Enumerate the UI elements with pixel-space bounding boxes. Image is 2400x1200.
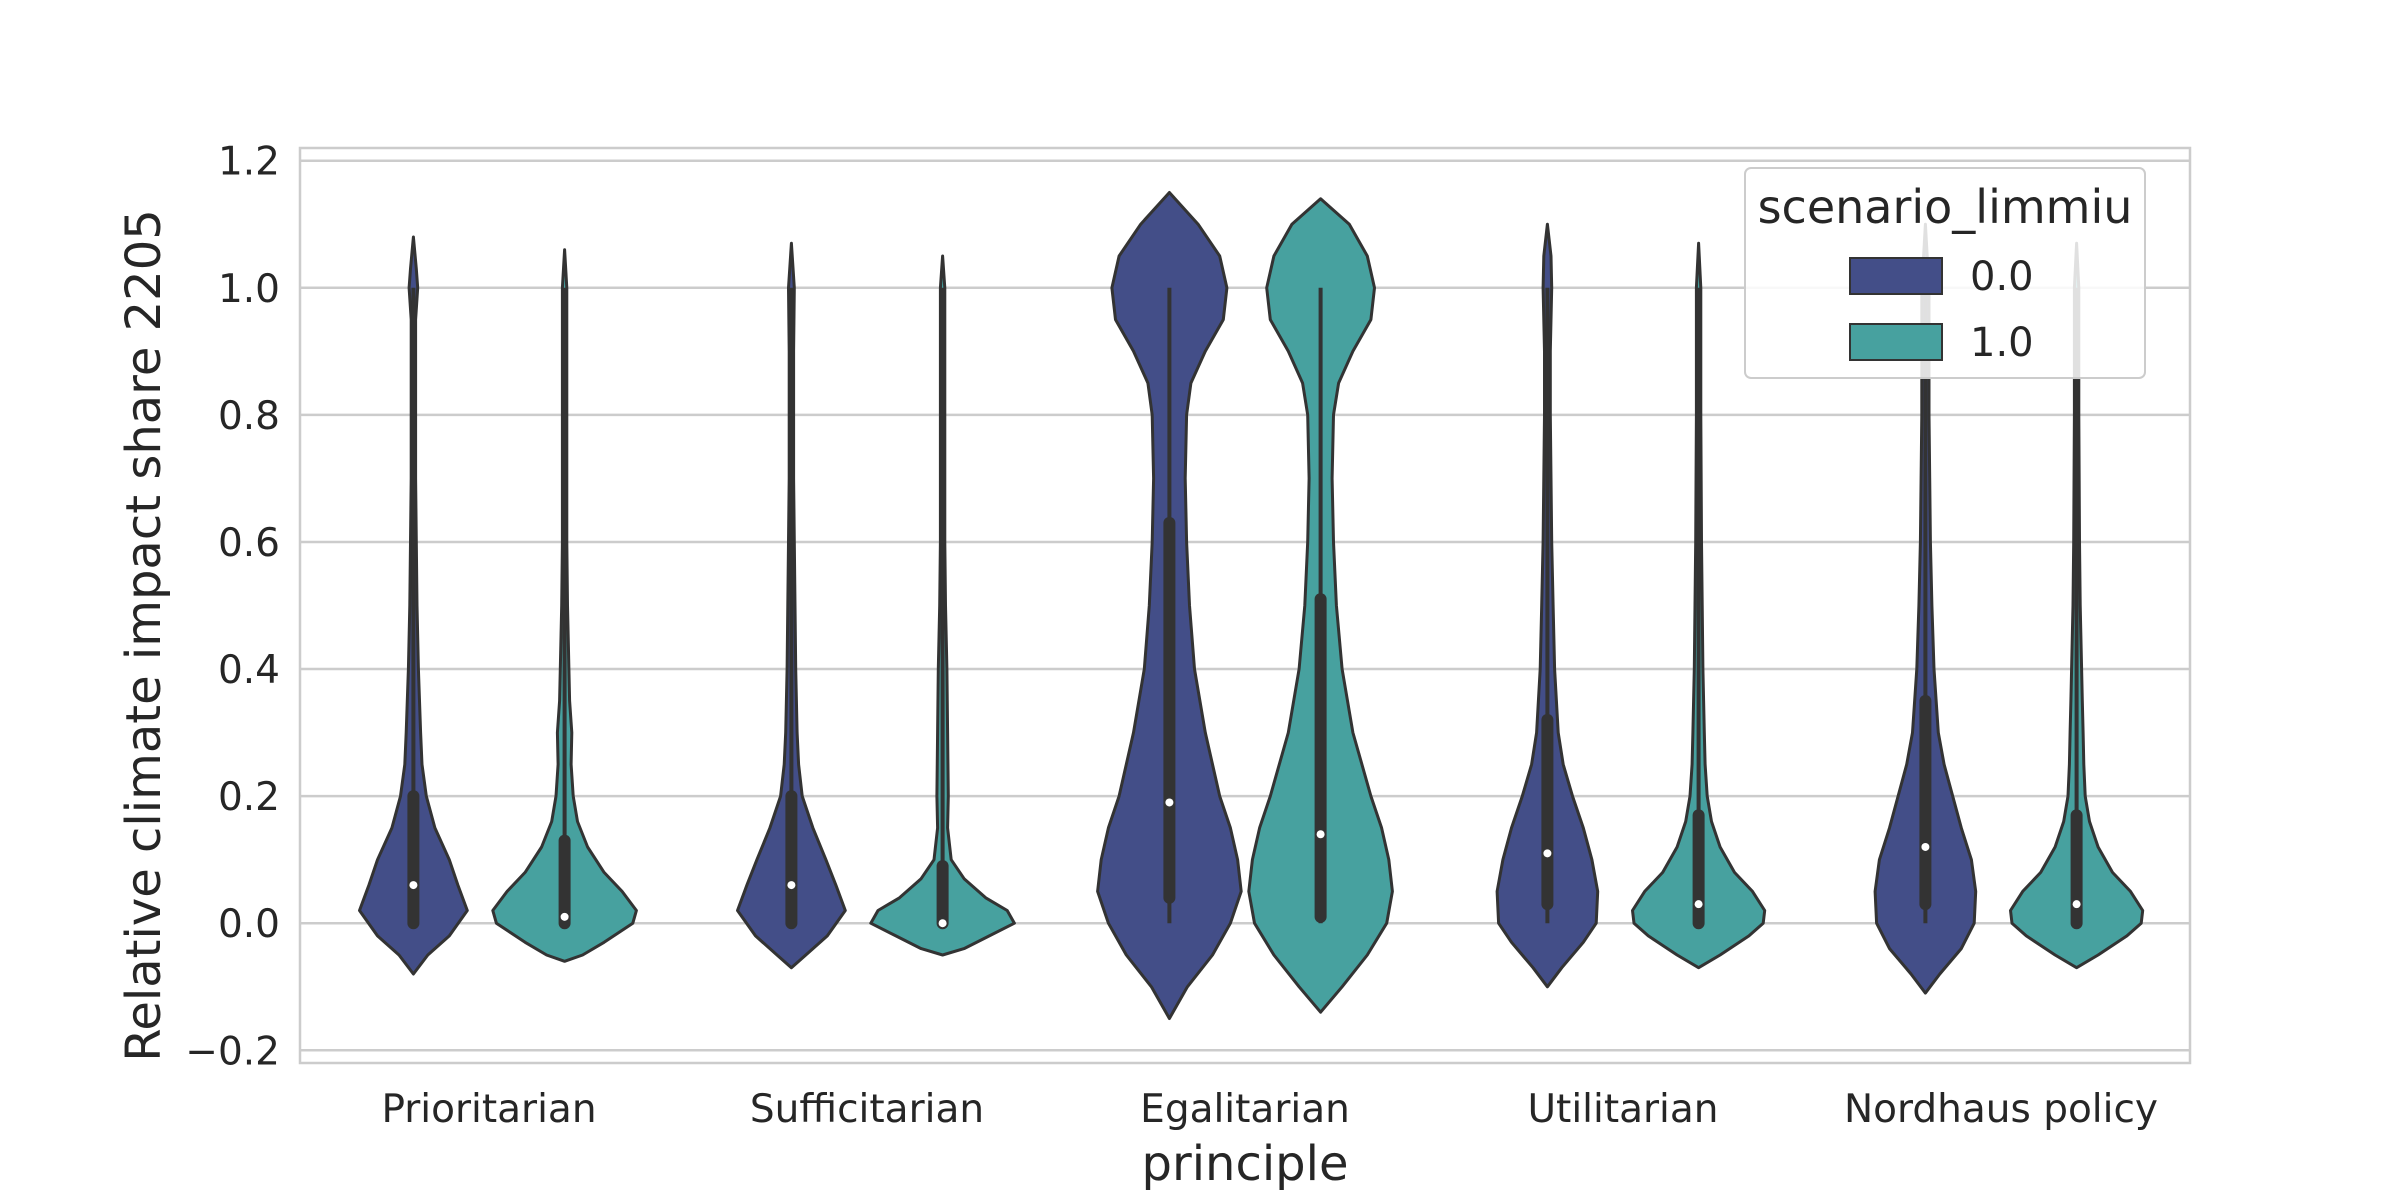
x-axis-title: principle: [1141, 1136, 1348, 1192]
x-tick-label: Egalitarian: [1140, 1087, 1350, 1132]
violins: [358, 191, 2145, 1020]
y-tick-label: 0.6: [218, 521, 280, 566]
x-tick-labels: Prioritarian Sufficitarian Egalitarian Util…: [381, 1087, 2158, 1132]
legend-swatch: [1849, 257, 1943, 295]
x-tick-label: Utilitarian: [1527, 1087, 1718, 1132]
violin-median-point: [1316, 830, 1325, 839]
legend-label: 1.0: [1970, 320, 2034, 366]
plot-frame: [298, 146, 2192, 1065]
legend: scenario_limmiu 0.01.0: [1744, 167, 2146, 379]
violin-median-point: [938, 919, 947, 928]
violin-median-point: [560, 912, 569, 921]
y-tick-label: 1.0: [218, 267, 280, 312]
y-tick-label: 0.8: [218, 394, 280, 439]
violin-median-point: [1543, 849, 1552, 858]
y-tick-label: 0.4: [218, 648, 280, 693]
legend-entries: 0.01.0: [1849, 254, 2034, 366]
violin-median-point: [1165, 798, 1174, 807]
y-tick-label: 0.0: [218, 902, 280, 947]
violin-median-point: [787, 881, 796, 890]
y-tick-label: −0.2: [185, 1029, 280, 1074]
violin-median-point: [2072, 900, 2081, 909]
legend-swatch: [1849, 323, 1943, 361]
y-tick-labels: −0.2 0.0 0.2 0.4 0.6 0.8 1.0 1.2: [185, 140, 280, 1075]
violin-median-point: [409, 881, 418, 890]
legend-label: 0.0: [1970, 254, 2034, 300]
y-tick-label: 0.2: [218, 775, 280, 820]
x-tick-label: Prioritarian: [381, 1087, 596, 1132]
violin-median-point: [1694, 900, 1703, 909]
y-axis-title: Relative climate impact share 2205: [116, 209, 172, 1062]
x-tick-label: Sufficitarian: [750, 1087, 984, 1132]
x-tick-label: Nordhaus policy: [1844, 1087, 2158, 1132]
violin-median-point: [1921, 842, 1930, 851]
legend-title: scenario_limmiu: [1758, 180, 2133, 234]
y-tick-label: 1.2: [218, 140, 280, 185]
legend-box: [1744, 167, 2146, 379]
